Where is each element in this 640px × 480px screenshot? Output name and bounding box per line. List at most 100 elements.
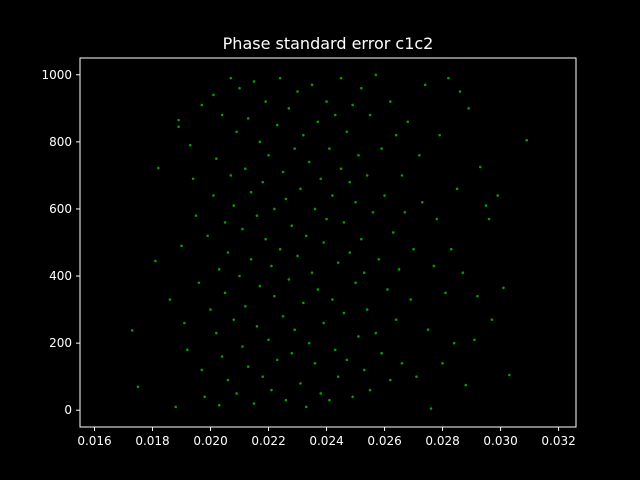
data-point	[264, 237, 267, 241]
data-point	[345, 358, 349, 362]
data-point	[365, 308, 369, 311]
data-point	[484, 204, 488, 207]
x-tick-label: 0.020	[193, 434, 227, 448]
data-point	[180, 244, 183, 248]
data-point	[278, 76, 282, 80]
data-point	[209, 308, 212, 311]
data-point	[438, 133, 441, 137]
data-point	[194, 214, 198, 217]
data-point	[255, 214, 259, 217]
data-point	[217, 403, 221, 407]
data-point	[365, 174, 369, 177]
data-point	[325, 217, 328, 221]
data-point	[487, 217, 491, 221]
data-point	[157, 166, 160, 170]
x-axis: 0.016 0.018 0.020 0.022 0.024 0.026 0.028 0.030…	[77, 427, 576, 448]
data-point	[229, 76, 233, 80]
scatter-points	[130, 73, 528, 410]
data-point	[423, 83, 427, 87]
data-point	[293, 328, 296, 332]
data-point	[319, 177, 323, 181]
data-point	[232, 318, 236, 321]
data-point	[284, 197, 288, 201]
data-point	[244, 167, 247, 170]
data-point	[217, 268, 221, 271]
data-point	[316, 120, 320, 124]
data-point	[238, 274, 241, 278]
y-axis: 0 200 400 600 800 1000	[41, 68, 80, 417]
data-point	[452, 341, 456, 345]
data-point	[212, 93, 215, 97]
data-point	[374, 73, 378, 77]
data-point	[235, 130, 238, 134]
data-point	[296, 254, 299, 258]
data-point	[325, 100, 328, 103]
data-point	[409, 298, 412, 301]
data-point	[290, 351, 294, 355]
data-point	[226, 251, 230, 254]
data-point	[177, 118, 180, 122]
data-point	[476, 294, 479, 298]
data-point	[418, 153, 421, 157]
data-point	[322, 321, 325, 325]
y-tick-label: 200	[49, 336, 72, 350]
data-point	[191, 177, 195, 181]
data-point	[348, 251, 352, 254]
data-point	[467, 107, 470, 110]
data-point	[394, 318, 398, 321]
data-point	[226, 378, 230, 382]
data-point	[368, 113, 372, 117]
data-point	[316, 288, 320, 291]
data-point	[351, 103, 354, 107]
data-point	[478, 165, 482, 169]
data-point	[310, 271, 314, 274]
data-point	[287, 107, 291, 110]
data-point	[380, 147, 383, 150]
data-point	[339, 76, 343, 80]
data-point	[348, 180, 352, 184]
data-point	[377, 257, 381, 261]
data-point	[525, 138, 528, 142]
data-point	[220, 355, 224, 358]
data-point	[270, 388, 273, 392]
data-point	[345, 130, 349, 134]
data-point	[490, 318, 494, 321]
data-point	[336, 261, 340, 264]
data-point	[281, 170, 285, 174]
data-point	[444, 291, 447, 295]
data-point	[389, 378, 392, 382]
data-point	[304, 405, 308, 409]
data-point	[188, 143, 192, 147]
data-point	[307, 341, 311, 345]
data-point	[215, 157, 218, 160]
data-point	[319, 392, 323, 395]
x-tick-label: 0.022	[251, 434, 285, 448]
data-point	[183, 321, 186, 325]
x-tick-label: 0.032	[541, 434, 575, 448]
data-point	[241, 227, 244, 231]
data-point	[296, 90, 299, 93]
data-point	[458, 90, 462, 93]
data-point	[299, 382, 302, 385]
x-tick-label: 0.018	[135, 434, 169, 448]
data-point	[389, 100, 392, 103]
data-point	[362, 271, 366, 274]
data-point	[426, 328, 430, 332]
data-point	[447, 76, 450, 80]
x-tick-label: 0.028	[425, 434, 459, 448]
y-tick-label: 0	[64, 403, 72, 417]
data-point	[281, 315, 285, 318]
data-point	[455, 187, 459, 191]
data-point	[313, 361, 317, 365]
data-point	[461, 271, 465, 274]
data-point	[273, 207, 276, 211]
data-point	[255, 325, 259, 328]
data-point	[328, 398, 331, 402]
data-point	[310, 83, 314, 87]
data-point	[357, 153, 360, 157]
data-point	[270, 264, 273, 268]
data-point	[197, 281, 201, 285]
data-point	[246, 365, 250, 368]
data-point	[331, 194, 334, 197]
